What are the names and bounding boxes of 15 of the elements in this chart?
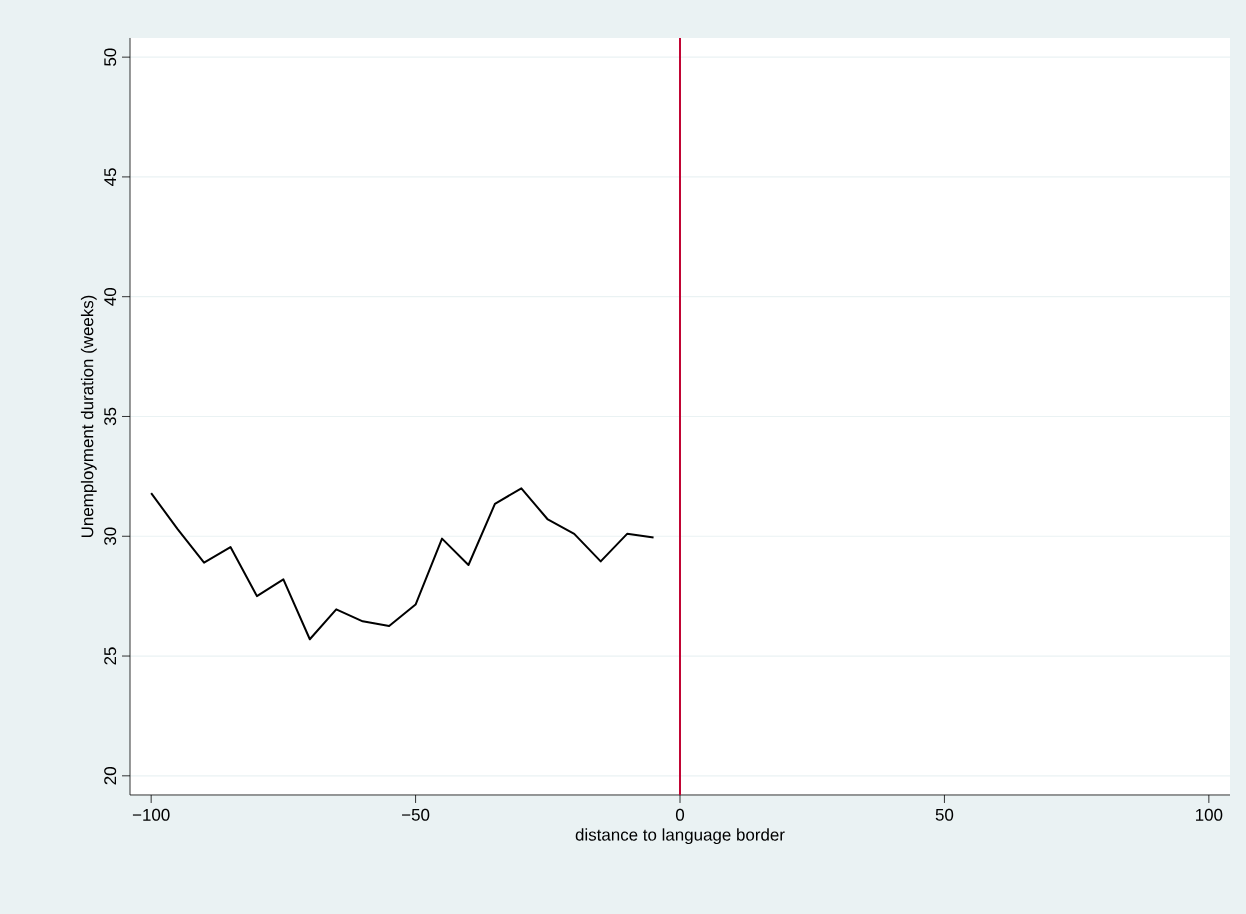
y-tick-label: 35 xyxy=(104,407,117,426)
y-tick-label: 45 xyxy=(104,168,117,186)
y-axis-title: Unemployment duration (weeks) xyxy=(80,295,97,538)
y-tick-label: 40 xyxy=(104,287,117,306)
line-series xyxy=(150,487,655,641)
x-tick-label: 50 xyxy=(935,808,954,821)
y-tick-label: 50 xyxy=(104,48,117,66)
y-tick-label: 20 xyxy=(104,767,117,785)
x-tick-label: 0 xyxy=(675,808,685,821)
x-tick-label: −100 xyxy=(132,808,170,821)
x-tick-label: 100 xyxy=(1196,808,1223,821)
x-axis-title: distance to language border xyxy=(575,828,785,845)
y-tick-label: 25 xyxy=(104,647,117,665)
x-tick-label: −50 xyxy=(402,808,430,821)
y-tick-label: 30 xyxy=(104,527,117,546)
